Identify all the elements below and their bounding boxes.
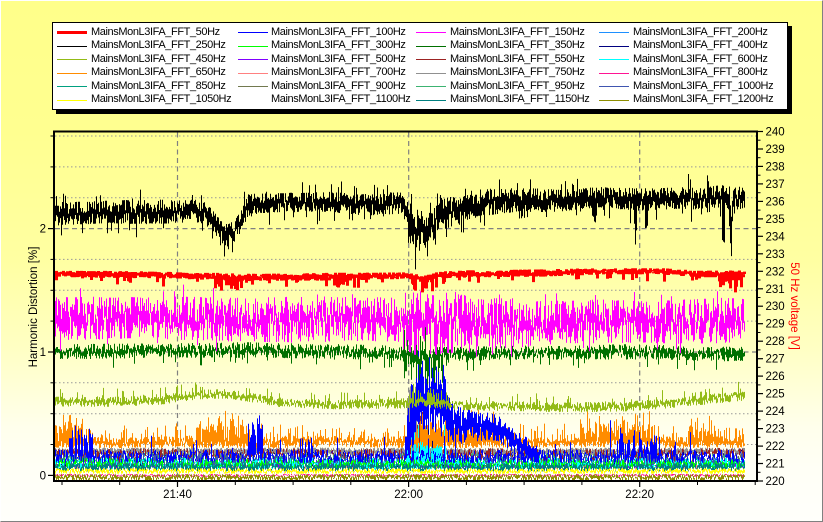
svg-text:Harmonic Distortion [%]: Harmonic Distortion [%] <box>28 247 40 368</box>
svg-text:0: 0 <box>40 470 46 482</box>
svg-text:227: 227 <box>766 354 785 366</box>
svg-text:21:40: 21:40 <box>163 489 192 501</box>
svg-text:223: 223 <box>766 424 785 436</box>
svg-text:226: 226 <box>766 371 785 383</box>
svg-text:22:00: 22:00 <box>394 489 423 501</box>
svg-text:232: 232 <box>766 266 785 278</box>
svg-text:50 Hz voltage [V]: 50 Hz voltage [V] <box>788 262 800 350</box>
svg-text:228: 228 <box>766 336 785 348</box>
svg-text:238: 238 <box>766 161 785 173</box>
svg-text:22:20: 22:20 <box>625 489 654 501</box>
svg-text:231: 231 <box>766 284 785 296</box>
svg-text:237: 237 <box>766 179 785 191</box>
svg-text:224: 224 <box>766 406 786 418</box>
svg-text:230: 230 <box>766 301 785 313</box>
svg-text:2: 2 <box>40 224 46 236</box>
svg-text:239: 239 <box>766 144 785 156</box>
svg-text:229: 229 <box>766 319 785 331</box>
svg-text:240: 240 <box>766 127 785 139</box>
svg-text:233: 233 <box>766 249 785 261</box>
svg-text:235: 235 <box>766 214 785 226</box>
svg-text:222: 222 <box>766 441 785 453</box>
svg-text:234: 234 <box>766 231 786 243</box>
svg-text:236: 236 <box>766 196 785 208</box>
svg-text:220: 220 <box>766 476 785 488</box>
svg-text:225: 225 <box>766 389 785 401</box>
svg-text:221: 221 <box>766 459 785 471</box>
svg-text:1: 1 <box>40 347 46 359</box>
